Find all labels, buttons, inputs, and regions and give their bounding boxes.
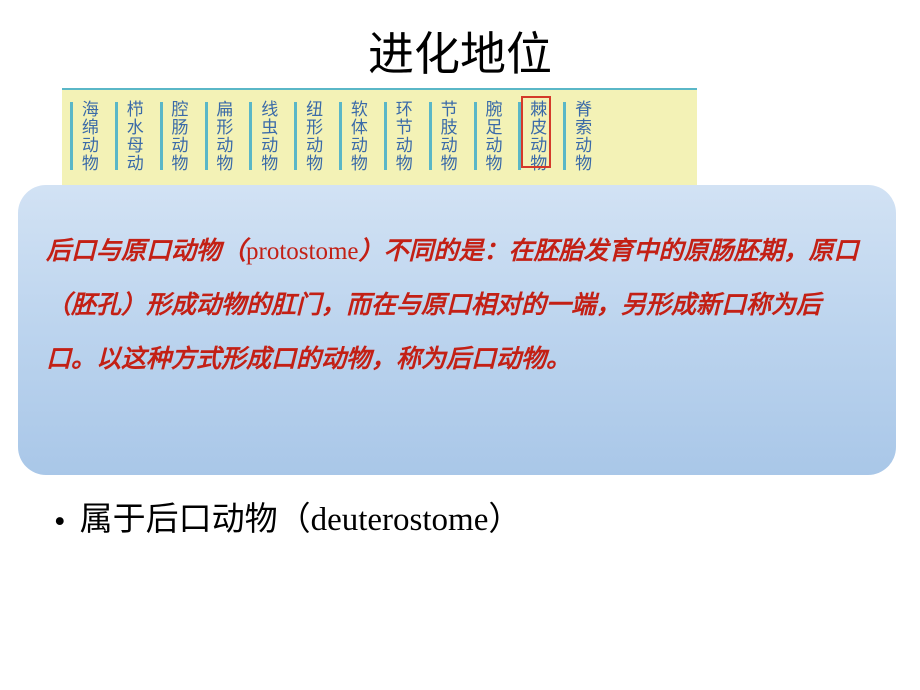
phyla-bar: 海绵动物 栉水母动 腔肠动物 扁形动物 线虫动物 纽形动物 软体动物 环节动物 节肢动物 腕足动物… [62, 88, 697, 188]
phyla-label: 纽形动物 [303, 100, 321, 172]
bullet-pre: 属于后口动物（ [80, 502, 311, 538]
phyla-divider [429, 102, 432, 170]
phyla-divider [339, 102, 342, 170]
phyla-item: 节肢动物 [429, 100, 456, 172]
phyla-item: 脊索动物 [563, 100, 590, 172]
phyla-divider [474, 102, 477, 170]
phyla-divider [70, 102, 73, 170]
phyla-label: 环节动物 [393, 100, 411, 172]
phyla-item: 海绵动物 [70, 100, 97, 172]
phyla-label: 线虫动物 [258, 100, 276, 172]
phyla-item: 环节动物 [384, 100, 411, 172]
page-title: 进化地位 [0, 0, 920, 84]
definition-callout: 后口与原口动物（protostome）不同的是：在胚胎发育中的原肠胚期，原口（胚… [18, 185, 896, 475]
bullet-line: • 属于后口动物（deuterostome） [54, 492, 521, 541]
phyla-label: 腔肠动物 [169, 100, 187, 172]
phyla-item: 纽形动物 [294, 100, 321, 172]
phyla-divider [160, 102, 163, 170]
phyla-divider [384, 102, 387, 170]
bullet-latin: deuterostome [311, 502, 489, 538]
callout-latin: protostome [246, 238, 359, 265]
phyla-item: 软体动物 [339, 100, 366, 172]
phyla-divider [294, 102, 297, 170]
phyla-divider [563, 102, 566, 170]
callout-pre: 后口与原口动物（ [46, 238, 246, 265]
phyla-label: 海绵动物 [79, 100, 97, 172]
phyla-divider [115, 102, 118, 170]
phyla-label: 节肢动物 [438, 100, 456, 172]
callout-text: 后口与原口动物（protostome）不同的是：在胚胎发育中的原肠胚期，原口（胚… [46, 225, 868, 386]
phyla-label: 栉水母动 [124, 100, 142, 172]
bullet-post: ） [488, 502, 521, 538]
phyla-item: 栉水母动 [115, 100, 142, 172]
phyla-item: 腕足动物 [474, 100, 501, 172]
phyla-highlight-box [521, 96, 551, 168]
phyla-item: 线虫动物 [249, 100, 276, 172]
phyla-label: 扁形动物 [214, 100, 232, 172]
phyla-item: 扁形动物 [205, 100, 232, 172]
phyla-item: 腔肠动物 [160, 100, 187, 172]
phyla-label: 软体动物 [348, 100, 366, 172]
phyla-divider [249, 102, 252, 170]
phyla-label: 脊索动物 [572, 100, 590, 172]
bullet-dot: • [54, 504, 66, 541]
phyla-divider [205, 102, 208, 170]
phyla-label: 腕足动物 [483, 100, 501, 172]
